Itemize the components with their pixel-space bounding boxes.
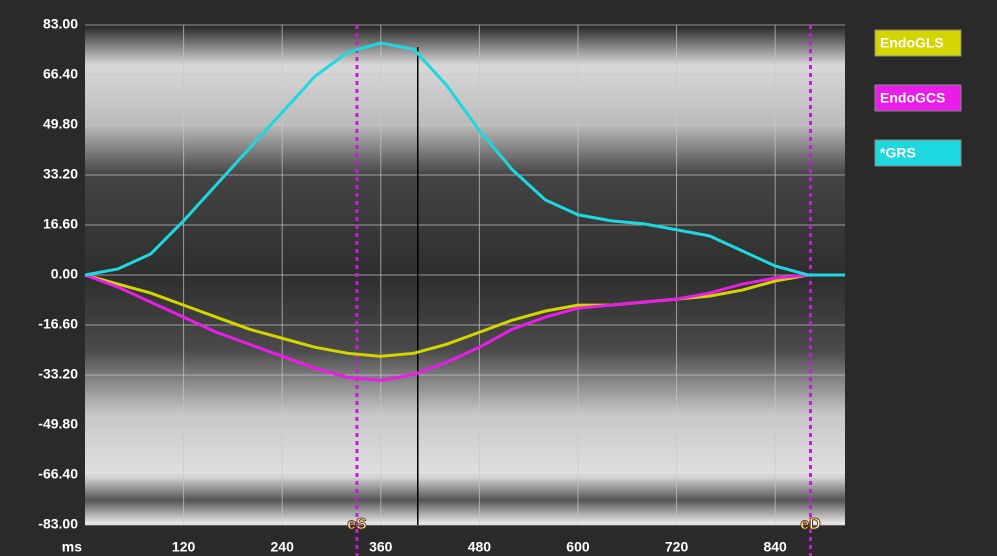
legend-swatch: [874, 139, 962, 167]
y-tick-label: -49.80: [38, 416, 78, 432]
x-tick-label: 720: [665, 539, 689, 555]
x-tick-label: 120: [172, 539, 196, 555]
y-tick-label: -83.00: [38, 516, 78, 532]
legend-swatch: [874, 84, 962, 112]
x-tick-label: 240: [271, 539, 295, 555]
legend-label: *GRS: [880, 145, 916, 161]
legend-label: EndoGCS: [880, 90, 945, 106]
y-tick-label: -66.40: [38, 466, 78, 482]
x-tick-label: 480: [468, 539, 492, 555]
series-line: [84, 41, 845, 277]
x-axis-label: ms: [62, 539, 82, 555]
y-tick-label: 49.80: [43, 116, 78, 132]
x-tick-label: 840: [763, 539, 787, 555]
x-tick-label: 600: [566, 539, 590, 555]
legend-label: EndoGLS: [880, 35, 944, 51]
event-label: eS: [347, 516, 367, 533]
x-tick-label: 360: [369, 539, 393, 555]
y-tick-label: 16.60: [43, 216, 78, 232]
series-line: [84, 273, 845, 382]
y-tick-label: 33.20: [43, 166, 78, 182]
series-line: [84, 273, 845, 358]
y-tick-label: -33.20: [38, 366, 78, 382]
legend-swatch: [874, 29, 962, 57]
event-label: eD: [800, 516, 820, 533]
y-tick-label: 83.00: [43, 16, 78, 32]
y-tick-label: 66.40: [43, 66, 78, 82]
y-tick-label: 0.00: [51, 266, 78, 282]
y-tick-label: -16.60: [38, 316, 78, 332]
